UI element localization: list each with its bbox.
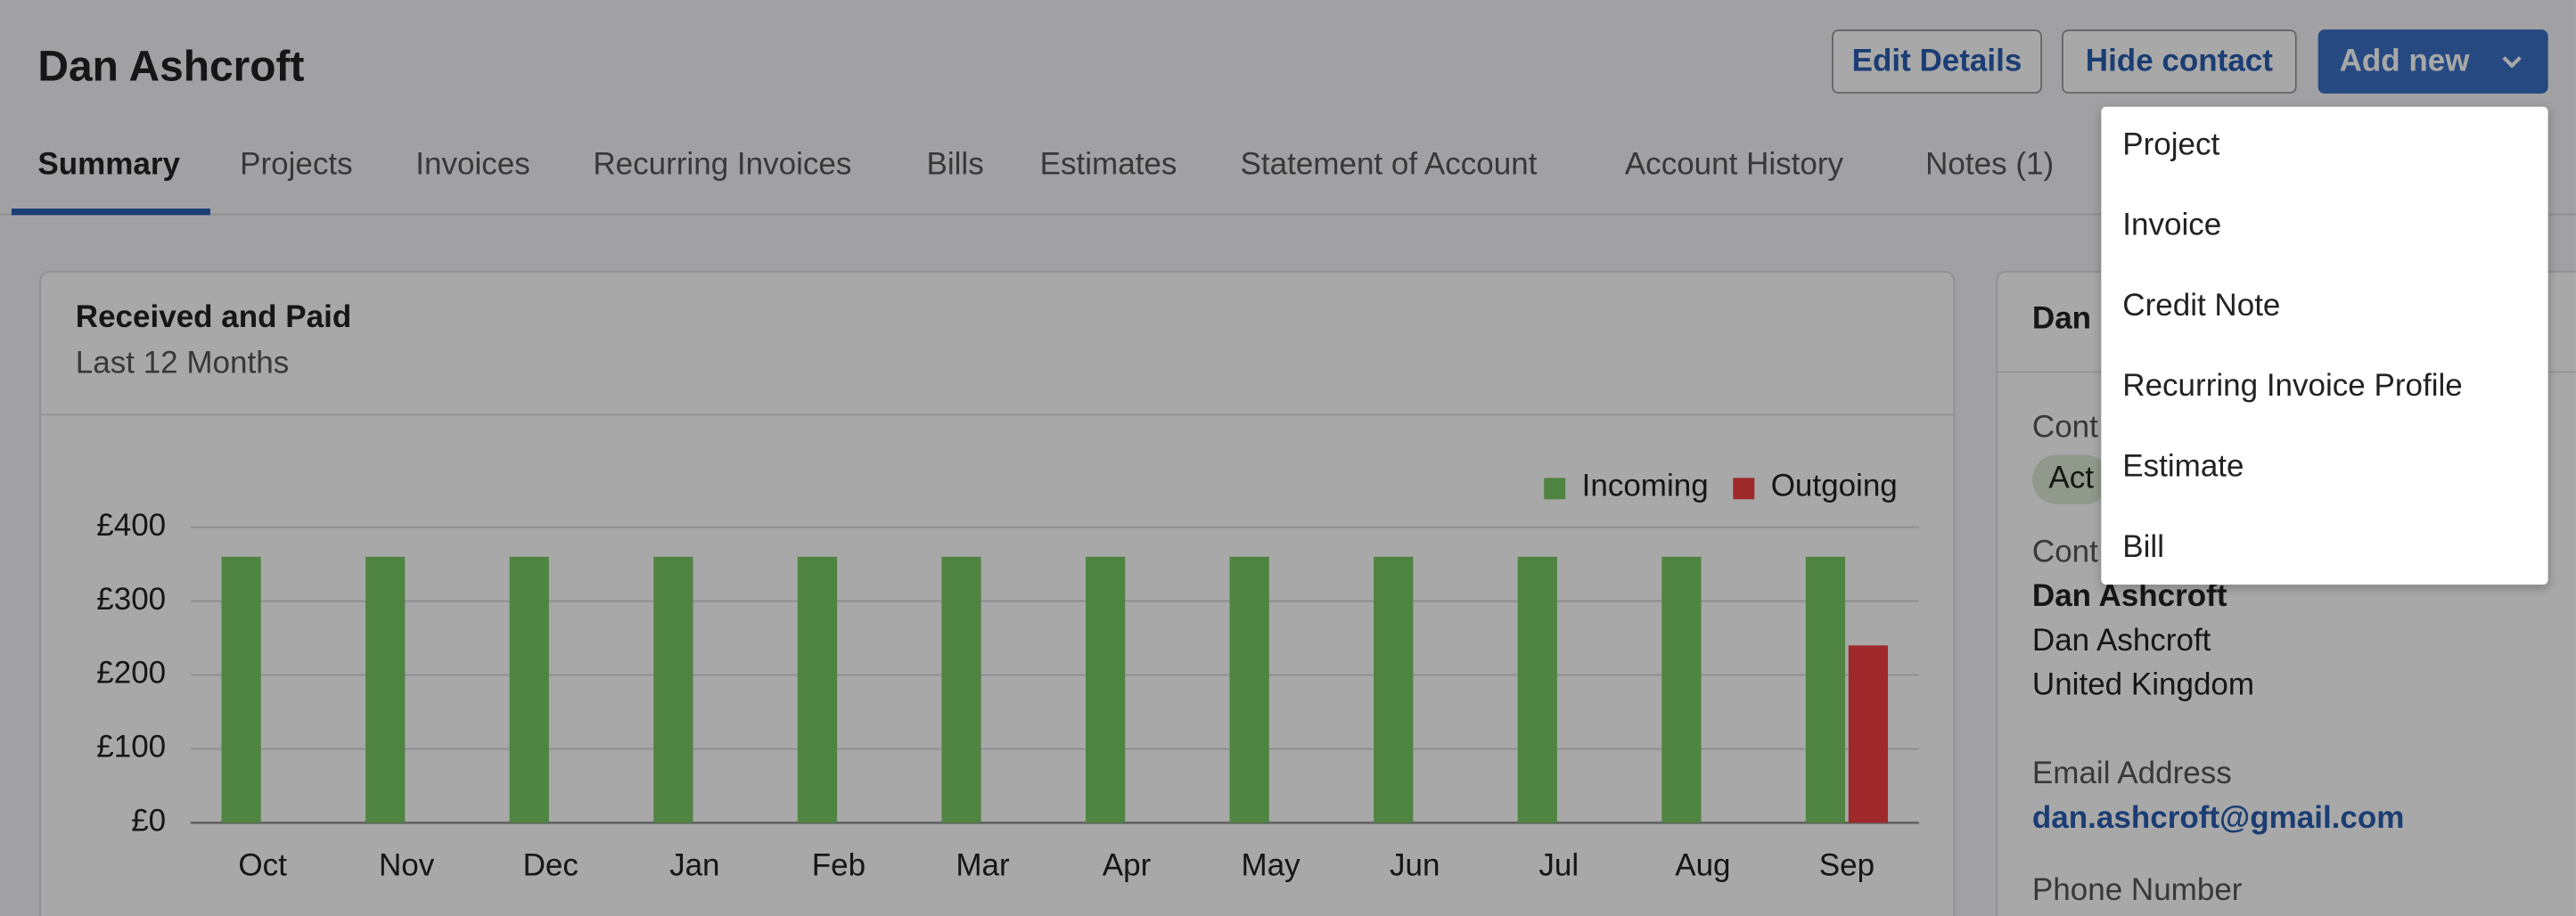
bar	[1805, 556, 1846, 823]
email-link[interactable]: dan.ashcroft@gmail.com	[2031, 801, 2405, 837]
x-tick-label: May	[1242, 847, 1301, 882]
legend-swatch	[1544, 478, 1566, 500]
tab-divider	[0, 213, 2576, 216]
bar	[797, 556, 838, 823]
contact-title: Dan Ashcroft	[37, 41, 305, 91]
x-tick-label: Aug	[1675, 847, 1730, 882]
menu-item[interactable]: Invoice	[2122, 209, 2222, 243]
card-subtitle: Last 12 Months	[75, 346, 290, 381]
legend-swatch	[1733, 478, 1755, 500]
field-label: Cont	[2031, 410, 2098, 446]
x-tick-label: Sep	[1819, 847, 1875, 882]
field-label: Cont	[2031, 535, 2098, 570]
bar	[221, 556, 261, 823]
edit-button[interactable]: Edit Details	[1832, 29, 2042, 94]
bar	[653, 556, 693, 823]
chart-card	[39, 271, 1956, 916]
bar	[1374, 556, 1414, 823]
contact-country: United Kingdom	[2031, 668, 2255, 703]
tab[interactable]: Summary	[37, 147, 181, 183]
tab[interactable]: Invoices	[415, 147, 530, 183]
hide-button[interactable]: Hide contact	[2062, 29, 2297, 94]
x-tick-label: Apr	[1103, 847, 1152, 882]
status-badge: Act	[2031, 454, 2111, 504]
x-tick-label: Jan	[669, 847, 719, 882]
tab[interactable]: Bills	[926, 147, 984, 183]
chevron	[2502, 56, 2522, 69]
bar	[365, 556, 406, 823]
y-tick-label: £100	[96, 730, 166, 765]
x-tick-label: Oct	[238, 847, 287, 882]
x-tick-label: Nov	[379, 847, 435, 882]
field-label: Email Address	[2031, 757, 2232, 792]
tab[interactable]: Statement of Account	[1240, 147, 1538, 183]
legend-label: Incoming	[1582, 469, 1709, 503]
menu-item[interactable]: Recurring Invoice Profile	[2122, 369, 2463, 405]
field-label: Phone Number	[2031, 873, 2243, 909]
x-tick-label: Jul	[1538, 847, 1579, 882]
bar	[1085, 556, 1126, 823]
x-tick-label: Feb	[812, 847, 866, 882]
y-tick-label: £300	[96, 582, 166, 617]
dropdown-menu: Project Invoice Credit Note Recurring Invoi…	[2101, 106, 2548, 585]
contact-person: Dan Ashcroft	[2031, 624, 2211, 659]
card-divider	[41, 413, 1954, 416]
x-tick-label: Mar	[956, 847, 1010, 882]
x-tick-label: Dec	[523, 847, 578, 882]
y-tick-label: £400	[96, 508, 166, 543]
details-title: Dan	[2031, 302, 2092, 337]
bar	[1517, 556, 1557, 823]
y-tick-label: £200	[96, 656, 166, 691]
add-new-button[interactable]: Add new	[2318, 29, 2548, 94]
tab[interactable]: Account History	[1624, 147, 1844, 183]
contact-name: Dan Ashcroft	[2031, 579, 2227, 615]
tab[interactable]: Recurring Invoices	[593, 147, 852, 183]
bar	[1229, 556, 1269, 823]
bar	[1848, 645, 1889, 823]
menu-item[interactable]: Bill	[2122, 530, 2164, 566]
tab[interactable]: Notes (1)	[1925, 147, 2055, 183]
bar	[1661, 556, 1702, 823]
y-tick-label: £0	[131, 804, 166, 838]
bar	[941, 556, 981, 823]
menu-item[interactable]: Project	[2122, 127, 2220, 163]
add-new-label: Add new	[2339, 44, 2470, 79]
menu-item[interactable]: Estimate	[2122, 450, 2244, 485]
menu-item[interactable]: Credit Note	[2122, 289, 2281, 324]
card-title: Received and Paid	[75, 300, 352, 335]
tab[interactable]: Estimates	[1039, 147, 1177, 183]
legend-label: Outgoing	[1771, 469, 1898, 503]
x-tick-label: Jun	[1390, 847, 1440, 882]
tab-underline	[11, 209, 210, 216]
tab[interactable]: Projects	[240, 147, 353, 183]
bar	[509, 556, 549, 823]
